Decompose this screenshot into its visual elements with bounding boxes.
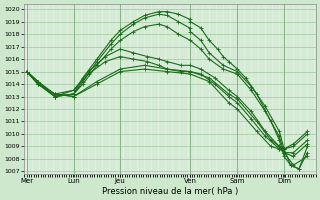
- X-axis label: Pression niveau de la mer( hPa ): Pression niveau de la mer( hPa ): [102, 187, 238, 196]
